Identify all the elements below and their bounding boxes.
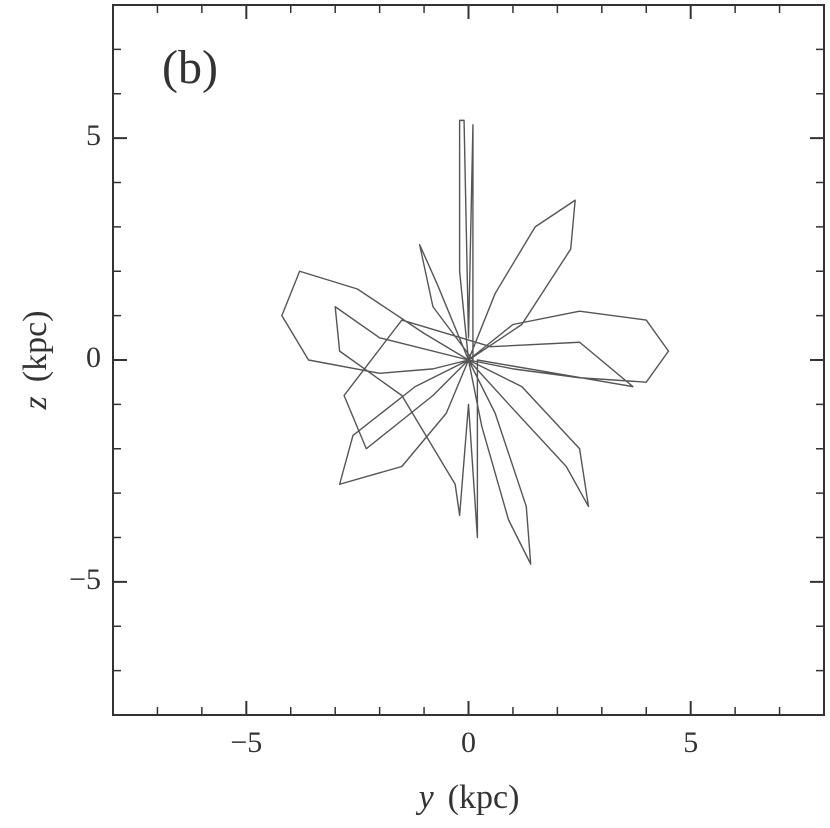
y-tick-label: −5 <box>69 563 101 596</box>
x-axis-unit: (kpc) <box>448 779 520 816</box>
x-tick-label: 0 <box>461 726 476 759</box>
y-axis-symbol: z <box>17 396 54 410</box>
y-axis-label: z (kpc) <box>17 311 54 411</box>
x-tick-label: −5 <box>230 726 262 759</box>
y-tick-label: 5 <box>86 119 101 152</box>
y-tick-label: 0 <box>86 341 101 374</box>
x-axis-label: y (kpc) <box>416 779 520 816</box>
orbit-line <box>281 119 670 565</box>
x-tick-label: 5 <box>683 726 698 759</box>
x-axis-symbol: y <box>416 779 435 816</box>
panel-label: (b) <box>162 41 218 94</box>
y-axis-unit: (kpc) <box>17 311 54 383</box>
